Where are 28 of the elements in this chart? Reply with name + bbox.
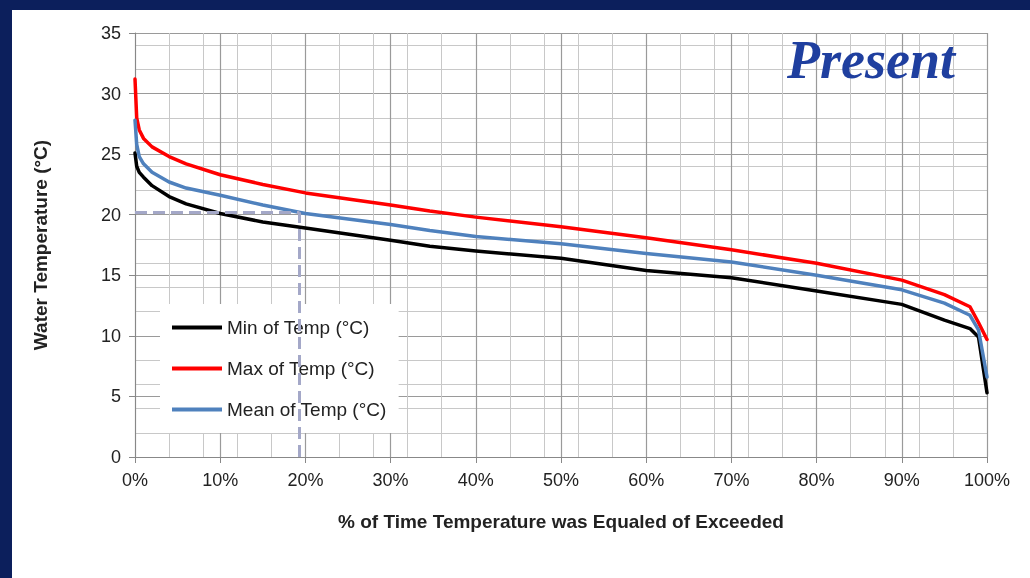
x-tick-label: 80% (798, 470, 835, 490)
y-tick-label: 10 (100, 325, 121, 346)
legend-label: Max of Temp (°C) (227, 358, 375, 379)
x-tick-label: 20% (287, 470, 324, 490)
line-series (133, 118, 989, 379)
x-tick-label: 30% (372, 470, 409, 490)
x-tick-label: 60% (628, 470, 665, 490)
y-tick-label: 20 (100, 204, 121, 225)
x-axis-title: % of Time Temperature was Equaled of Exceeded (338, 511, 784, 532)
y-tick-label: 25 (100, 144, 121, 165)
y-tick-label: 15 (100, 265, 121, 286)
chart-title: Present (786, 30, 957, 90)
legend-label: Min of Temp (°C) (227, 317, 370, 338)
y-tick-label: 0 (110, 447, 121, 467)
x-tick-label: 10% (202, 470, 239, 490)
y-tick-label: 30 (100, 83, 121, 104)
x-tick-label: 40% (457, 470, 494, 490)
x-tick-label: 90% (883, 470, 920, 490)
line-series (133, 151, 989, 395)
x-tick-label: 70% (713, 470, 750, 490)
x-tick-label: 0% (121, 470, 149, 490)
legend-label: Mean of Temp (°C) (227, 399, 387, 420)
x-tick-label: 100% (963, 470, 1011, 490)
x-tick-label: 50% (542, 470, 580, 490)
y-tick-label: 5 (110, 386, 121, 407)
line-series (133, 77, 989, 342)
y-tick-label: 35 (100, 23, 121, 43)
y-axis-title: Water Temperature (°C) (30, 139, 51, 351)
